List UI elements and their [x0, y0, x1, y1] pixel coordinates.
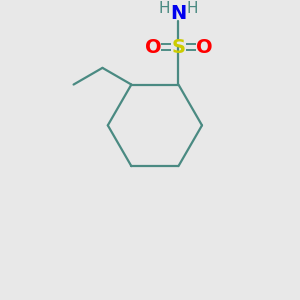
Text: H: H — [186, 1, 198, 16]
Text: S: S — [172, 38, 185, 57]
Text: O: O — [196, 38, 212, 57]
Text: O: O — [145, 38, 161, 57]
Text: N: N — [170, 4, 187, 23]
Text: H: H — [159, 1, 170, 16]
